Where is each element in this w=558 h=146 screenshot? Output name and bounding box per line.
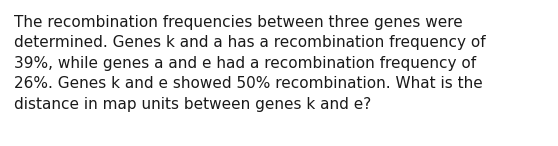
Text: The recombination frequencies between three genes were
determined. Genes k and a: The recombination frequencies between th… [14,15,485,112]
